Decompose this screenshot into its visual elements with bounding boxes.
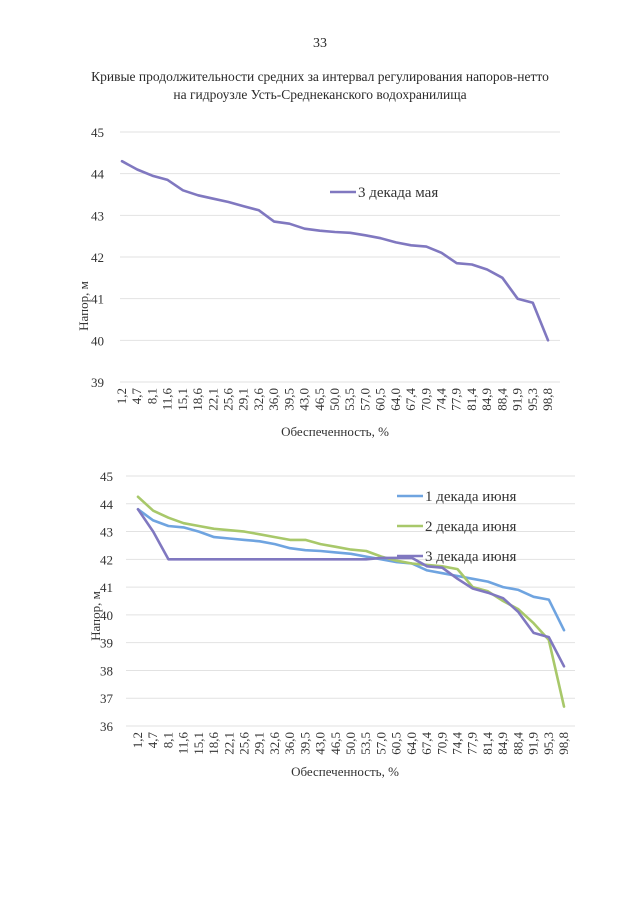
x-tick-label: 74,4 (434, 388, 449, 411)
chart-3-dekada-maya: 39 40 41 42 43 44 45 1,2 4,7 8,1 11,6 15,1 18,6 22,1… (76, 125, 560, 439)
y-tick-label: 43 (91, 208, 104, 223)
y-tick-label: 44 (100, 497, 114, 512)
legend: 3 декада мая (330, 185, 438, 201)
x-tick-label: 36,0 (266, 388, 281, 411)
x-tick-label: 39,5 (281, 388, 296, 411)
document-title-line-1: Кривые продолжительности средних за инте… (91, 69, 549, 84)
x-tick-label: 98,8 (540, 388, 555, 411)
y-tick-label: 45 (100, 469, 113, 484)
x-tick-label: 88,4 (510, 732, 525, 755)
x-axis-label: Обеспеченность, % (291, 764, 399, 779)
x-tick-label: 1,2 (130, 732, 145, 748)
y-tick-label: 38 (100, 663, 113, 678)
x-tick-label: 70,9 (418, 388, 433, 411)
x-tick-label: 77,9 (449, 388, 464, 411)
x-axis-ticks: 1,2 4,7 8,1 11,6 15,1 18,6 22,1 25,6 29,1 32,6 36,… (114, 388, 555, 411)
x-tick-label: 77,9 (465, 732, 480, 755)
x-tick-label: 11,6 (160, 388, 175, 411)
legend-label: 3 декада мая (358, 185, 438, 201)
legend-label: 3 декада июня (425, 549, 517, 565)
y-axis-label: Напор, м (76, 281, 91, 331)
x-tick-label: 32,6 (251, 388, 266, 411)
y-tick-label: 40 (91, 333, 104, 348)
series-line (120, 159, 550, 342)
x-tick-label: 95,3 (525, 388, 540, 411)
x-tick-label: 91,9 (510, 388, 525, 411)
x-tick-label: 22,1 (205, 388, 220, 411)
y-tick-label: 40 (100, 608, 113, 623)
x-tick-label: 43,0 (313, 732, 328, 755)
document-title: Кривые продолжительности средних за инте… (0, 68, 640, 104)
x-axis-label: Обеспеченность, % (281, 424, 389, 439)
x-tick-label: 8,1 (160, 732, 175, 748)
x-tick-label: 67,4 (419, 732, 434, 755)
y-tick-label: 37 (100, 691, 114, 706)
x-tick-label: 18,6 (190, 388, 205, 411)
series-lines (120, 159, 550, 342)
x-tick-label: 50,0 (343, 732, 358, 755)
y-tick-label: 39 (100, 636, 113, 651)
series-lines (136, 495, 566, 708)
x-tick-label: 50,0 (327, 388, 342, 411)
x-tick-label: 29,1 (252, 732, 267, 755)
x-tick-label: 57,0 (357, 388, 372, 411)
x-tick-label: 91,9 (526, 732, 541, 755)
x-axis-ticks: 1,2 4,7 8,1 11,6 15,1 18,6 22,1 25,6 29,1 32,6 36,… (130, 732, 571, 755)
x-tick-label: 60,5 (373, 388, 388, 411)
x-tick-label: 39,5 (297, 732, 312, 755)
y-axis-label: Напор, м (88, 591, 103, 641)
legend-label: 1 декада июня (425, 489, 517, 505)
y-tick-label: 41 (100, 580, 113, 595)
x-tick-label: 4,7 (145, 732, 160, 749)
y-axis-ticks: 36 37 38 39 40 41 42 43 44 45 (100, 469, 114, 734)
x-tick-label: 88,4 (494, 388, 509, 411)
x-tick-label: 4,7 (129, 388, 144, 405)
x-tick-label: 95,3 (541, 732, 556, 755)
x-tick-label: 1,2 (114, 388, 129, 404)
x-tick-label: 43,0 (297, 388, 312, 411)
x-tick-label: 53,5 (342, 388, 357, 411)
x-tick-label: 57,0 (373, 732, 388, 755)
x-tick-label: 25,6 (221, 388, 236, 411)
x-tick-label: 98,8 (556, 732, 571, 755)
x-tick-label: 25,6 (237, 732, 252, 755)
x-tick-label: 32,6 (267, 732, 282, 755)
y-tick-label: 43 (100, 525, 113, 540)
x-tick-label: 18,6 (206, 732, 221, 755)
y-tick-label: 39 (91, 375, 104, 390)
x-tick-label: 74,4 (450, 732, 465, 755)
y-tick-label: 41 (91, 292, 104, 307)
document-title-line-2: на гидроузле Усть-Среднеканского водохра… (173, 87, 467, 102)
page-number: 33 (313, 36, 327, 51)
x-tick-label: 84,9 (495, 732, 510, 755)
x-tick-label: 36,0 (282, 732, 297, 755)
y-tick-label: 45 (91, 125, 104, 140)
x-tick-label: 64,0 (404, 732, 419, 755)
gridlines (120, 131, 560, 383)
y-tick-label: 44 (91, 167, 105, 182)
x-tick-label: 11,6 (176, 732, 191, 755)
x-tick-label: 46,5 (312, 388, 327, 411)
x-tick-label: 22,1 (221, 732, 236, 755)
x-tick-label: 84,9 (479, 388, 494, 411)
y-tick-label: 42 (100, 552, 113, 567)
x-tick-label: 29,1 (236, 388, 251, 411)
x-tick-label: 8,1 (144, 388, 159, 404)
x-tick-label: 67,4 (403, 388, 418, 411)
x-tick-label: 46,5 (328, 732, 343, 755)
x-tick-label: 70,9 (434, 732, 449, 755)
x-tick-label: 15,1 (175, 388, 190, 411)
y-tick-label: 36 (100, 719, 114, 734)
x-tick-label: 64,0 (388, 388, 403, 411)
x-tick-label: 53,5 (358, 732, 373, 755)
x-tick-label: 60,5 (389, 732, 404, 755)
x-tick-label: 15,1 (191, 732, 206, 755)
x-tick-label: 81,4 (480, 732, 495, 755)
y-axis-ticks: 39 40 41 42 43 44 45 (91, 125, 105, 390)
legend: 1 декада июня 2 декада июня 3 декада июня (397, 489, 517, 565)
chart-iyun: 36 37 38 39 40 41 42 43 44 45 1,2 4,7 8,1 11,6 15,1 18… (88, 469, 575, 779)
x-tick-label: 81,4 (464, 388, 479, 411)
legend-label: 2 декада июня (425, 519, 517, 535)
y-tick-label: 42 (91, 250, 104, 265)
